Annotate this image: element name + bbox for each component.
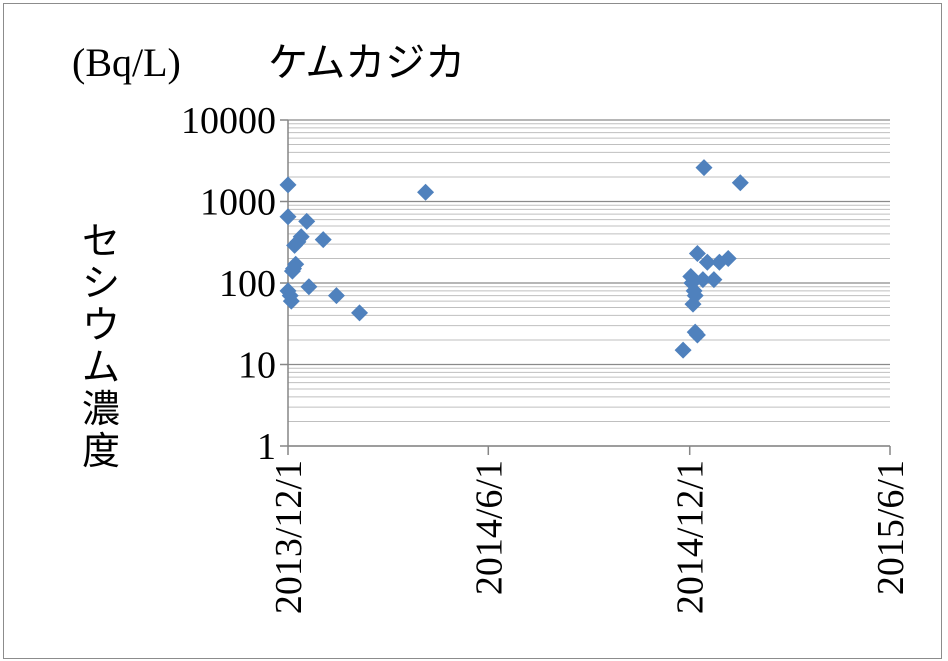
chart-title: ケムカジカ <box>268 40 465 85</box>
x-tick-label: 2015/6/1 <box>870 460 912 595</box>
data-point <box>351 304 369 322</box>
data-point <box>279 176 297 194</box>
chart-frame: 1 10 100 1000 10000 2013/12/1 2014/6/1 2014/12… <box>3 3 942 659</box>
y-axis-label-char: セ <box>82 221 120 263</box>
grid-lines <box>288 119 890 447</box>
x-tick-label: 2014/6/1 <box>468 460 510 595</box>
data-point <box>282 292 300 310</box>
data-point <box>279 208 297 226</box>
data-point <box>686 287 704 305</box>
data-points <box>279 159 749 359</box>
y-axis-label-char: ウ <box>82 305 120 347</box>
data-point <box>688 245 706 263</box>
x-tick-label: 2013/12/1 <box>268 460 310 614</box>
y-axis-label-char: シ <box>82 263 120 305</box>
data-point <box>287 255 305 273</box>
data-point <box>417 183 435 201</box>
y-tick-label: 1 <box>257 426 276 468</box>
data-point <box>688 326 706 344</box>
y-axis-label-char: 濃 <box>82 389 120 431</box>
y-tick-label: 10000 <box>181 100 276 142</box>
data-point <box>298 212 316 230</box>
x-tick-label: 2014/12/1 <box>670 460 712 614</box>
scatter-chart: 1 10 100 1000 10000 2013/12/1 2014/6/1 2014/12… <box>72 40 912 614</box>
data-point <box>314 231 332 249</box>
y-tick-label: 1000 <box>200 182 276 224</box>
y-axis-label-char: ム <box>82 347 120 389</box>
y-tick-labels: 1 10 100 1000 10000 <box>181 100 276 468</box>
y-tick-label: 100 <box>219 263 276 305</box>
data-point <box>705 271 723 289</box>
data-point <box>300 278 318 296</box>
data-point <box>674 341 692 359</box>
data-point <box>719 249 737 267</box>
axes <box>280 119 891 455</box>
x-tick-labels: 2013/12/1 2014/6/1 2014/12/1 2015/6/1 <box>268 460 912 614</box>
unit-label: (Bq/L) <box>72 40 181 85</box>
data-point <box>327 287 345 305</box>
y-axis-label-char: 度 <box>82 431 120 473</box>
data-point <box>731 174 749 192</box>
data-point <box>292 228 310 246</box>
y-tick-label: 10 <box>238 345 276 387</box>
data-point <box>695 159 713 177</box>
data-point <box>694 271 712 289</box>
